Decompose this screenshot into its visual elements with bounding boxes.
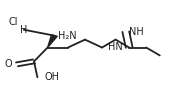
Text: NH: NH <box>129 27 144 37</box>
Polygon shape <box>48 35 57 48</box>
Text: O: O <box>4 59 12 69</box>
Text: HN: HN <box>108 42 123 52</box>
Text: OH: OH <box>44 72 59 82</box>
Text: H₂N: H₂N <box>58 31 76 41</box>
Text: Cl: Cl <box>9 17 18 27</box>
Text: H: H <box>20 25 28 35</box>
